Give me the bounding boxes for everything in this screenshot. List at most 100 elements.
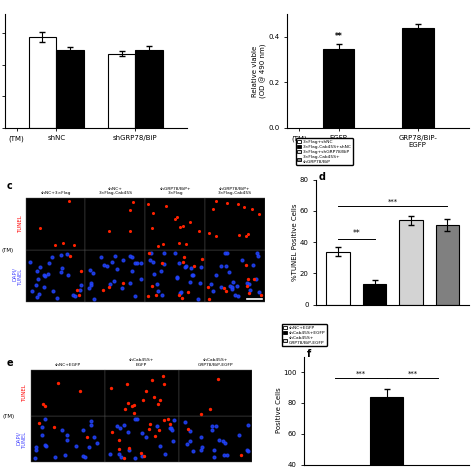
Point bbox=[41, 402, 48, 410]
Point bbox=[116, 451, 123, 458]
Text: shNC+EGFP: shNC+EGFP bbox=[55, 363, 81, 367]
Point bbox=[183, 440, 191, 447]
Point bbox=[205, 295, 213, 303]
Point bbox=[152, 291, 159, 299]
Point bbox=[86, 266, 93, 273]
Point bbox=[127, 253, 134, 260]
Point bbox=[146, 420, 154, 428]
Text: shCab45S+
EGFP: shCab45S+ EGFP bbox=[129, 358, 154, 367]
Point bbox=[169, 438, 177, 445]
Point bbox=[160, 416, 167, 424]
Point bbox=[33, 293, 41, 301]
Point bbox=[171, 215, 179, 222]
Point bbox=[131, 292, 139, 300]
Point bbox=[245, 421, 252, 429]
Point bbox=[176, 223, 184, 230]
Point bbox=[198, 443, 205, 451]
Point bbox=[229, 278, 237, 286]
Point bbox=[240, 203, 247, 211]
Point bbox=[118, 284, 126, 292]
Point bbox=[119, 256, 127, 264]
Point bbox=[115, 445, 123, 452]
Point bbox=[76, 387, 83, 395]
Bar bbox=[370, 397, 403, 474]
Point bbox=[255, 253, 262, 260]
Point bbox=[75, 292, 83, 299]
Point bbox=[85, 284, 93, 292]
Point bbox=[249, 262, 257, 269]
Point bbox=[160, 249, 168, 257]
Point bbox=[179, 258, 187, 266]
Point bbox=[244, 230, 252, 237]
Point bbox=[104, 263, 111, 270]
Point bbox=[73, 442, 80, 450]
Point bbox=[143, 387, 150, 394]
Point bbox=[180, 223, 187, 230]
Bar bbox=[326, 252, 350, 305]
Point bbox=[120, 421, 128, 429]
Point bbox=[246, 280, 253, 288]
Point bbox=[179, 294, 186, 302]
Point bbox=[170, 417, 178, 424]
Point bbox=[123, 381, 131, 388]
Point bbox=[79, 427, 87, 434]
Point bbox=[244, 447, 252, 455]
Point bbox=[140, 452, 147, 459]
Point bbox=[58, 264, 65, 272]
Point bbox=[168, 426, 176, 434]
Point bbox=[126, 444, 133, 452]
Point bbox=[72, 292, 79, 300]
Point bbox=[212, 422, 220, 429]
Point bbox=[42, 415, 49, 423]
Point bbox=[87, 282, 95, 289]
Point bbox=[32, 443, 39, 451]
Text: **: ** bbox=[335, 33, 342, 42]
Point bbox=[222, 439, 229, 447]
Legend: shNC+EGFP, shCab45S+EGFP, shCab45S+
GRP78/BiP-EGFP: shNC+EGFP, shCab45S+EGFP, shCab45S+ GRP7… bbox=[282, 324, 327, 346]
Point bbox=[154, 242, 161, 249]
Text: e: e bbox=[7, 357, 14, 367]
Point bbox=[48, 253, 55, 261]
Legend: 3×Flag+shNC, 3×Flag-Cab45S+shNC, 3×Flag+shGRP78/BiP, 3×Flag-Cab45S+
shGRP78/BiP: 3×Flag+shNC, 3×Flag-Cab45S+shNC, 3×Flag+… bbox=[296, 138, 353, 165]
Point bbox=[35, 275, 42, 283]
Text: d: d bbox=[318, 172, 325, 182]
Point bbox=[182, 240, 190, 247]
Point bbox=[85, 443, 92, 450]
Point bbox=[158, 292, 166, 299]
Bar bbox=[399, 220, 423, 305]
Point bbox=[182, 418, 189, 426]
Point bbox=[81, 453, 89, 461]
Point bbox=[146, 249, 153, 256]
Point bbox=[155, 426, 163, 434]
Point bbox=[195, 227, 203, 235]
Point bbox=[215, 437, 223, 444]
Point bbox=[99, 286, 107, 294]
Bar bbox=[205, 250, 264, 302]
Point bbox=[125, 446, 133, 453]
Bar bbox=[436, 225, 459, 305]
Point bbox=[138, 452, 146, 460]
Point bbox=[204, 283, 212, 291]
Point bbox=[63, 436, 71, 444]
Point bbox=[190, 262, 198, 269]
Point bbox=[98, 253, 105, 261]
Point bbox=[176, 289, 184, 297]
Point bbox=[58, 427, 66, 434]
Point bbox=[88, 417, 95, 425]
Text: TUNEL: TUNEL bbox=[18, 215, 23, 233]
Point bbox=[187, 264, 195, 272]
Point bbox=[124, 399, 132, 407]
Y-axis label: Positive Cells: Positive Cells bbox=[275, 388, 282, 433]
Point bbox=[151, 432, 159, 440]
Point bbox=[50, 423, 57, 431]
Bar bbox=[108, 54, 136, 128]
Point bbox=[186, 219, 193, 226]
Bar bbox=[179, 416, 253, 462]
Point bbox=[127, 206, 134, 214]
Text: ***: *** bbox=[408, 371, 418, 377]
Point bbox=[208, 422, 216, 430]
Point bbox=[231, 291, 239, 299]
Point bbox=[128, 253, 136, 261]
Point bbox=[175, 239, 183, 247]
Bar bbox=[28, 37, 56, 128]
